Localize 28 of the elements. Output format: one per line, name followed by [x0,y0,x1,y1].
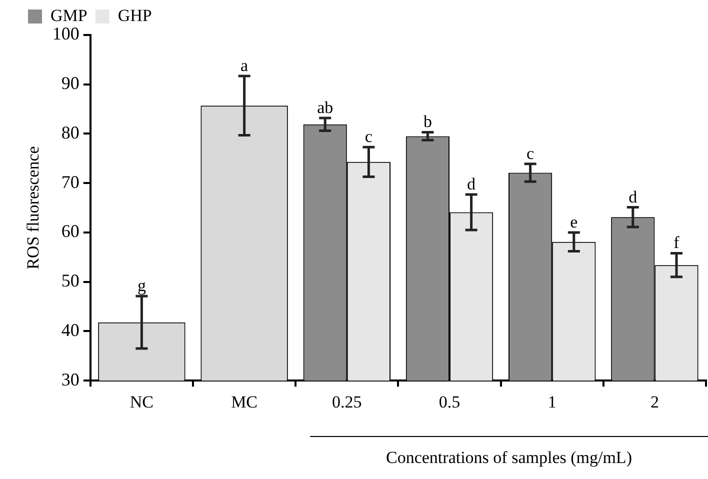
data-label: b [423,112,432,132]
y-tick-label: 50 [61,270,80,291]
x-tick-label: 2 [650,392,659,412]
legend-label: GHP [118,6,152,25]
y-tick-label: 60 [61,221,80,242]
y-tick-label: 30 [61,369,80,390]
legend-label: GMP [50,6,88,25]
x-tick-label: NC [130,392,154,412]
data-label: c [526,144,535,163]
x-tick-label: 1 [548,392,556,412]
data-label: a [240,56,249,75]
data-label: g [137,276,146,296]
data-label: e [570,212,578,232]
data-label: d [467,174,476,194]
data-label: c [364,127,373,146]
y-tick-label: 80 [61,122,80,142]
data-label: f [674,233,680,252]
y-tick-label: 40 [61,320,80,340]
x-tick-label: 0.5 [438,392,460,412]
x-axis-title: Concentrations of samples (mg/mL) [385,448,633,468]
y-tick-label: 90 [61,73,80,94]
x-tick-label: 0.25 [332,392,362,412]
y-tick-label: 70 [61,172,80,192]
data-label: d [628,187,638,206]
y-axis-title: ROS fluorescence [24,146,43,270]
y-tick-label: 100 [52,24,80,44]
x-tick-label: MC [231,392,258,412]
data-label: ab [317,98,334,117]
